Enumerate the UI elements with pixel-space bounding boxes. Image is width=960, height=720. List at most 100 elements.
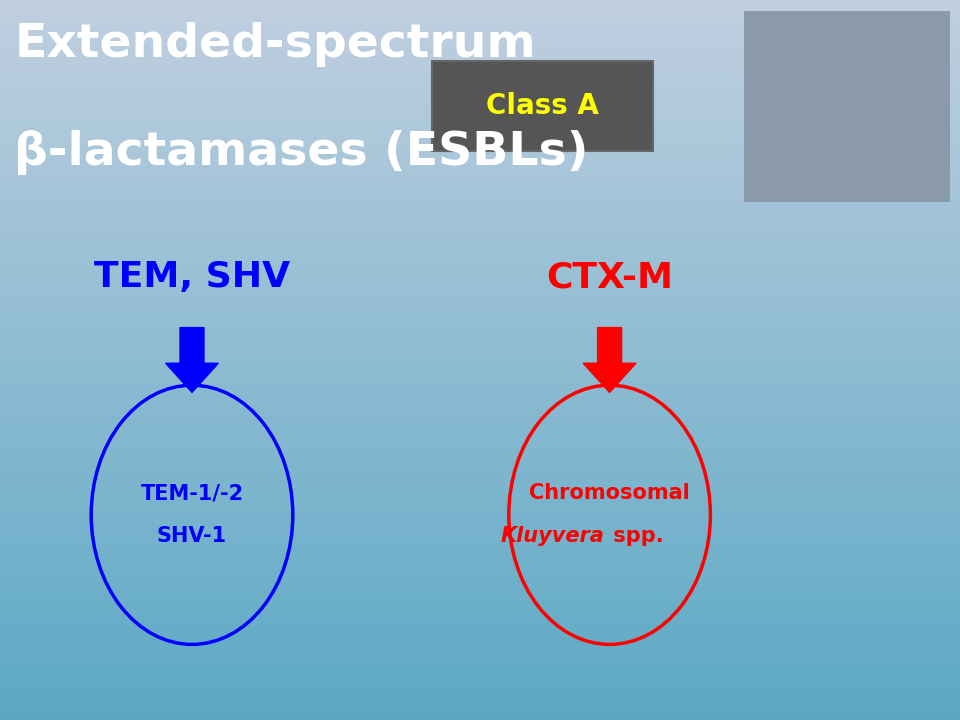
Bar: [0, 621, 960, 624]
Bar: [0, 295, 960, 297]
Bar: [0, 180, 960, 182]
Bar: [0, 492, 960, 495]
Bar: [0, 408, 960, 410]
Bar: [0, 247, 960, 250]
Bar: [0, 96, 960, 99]
Bar: [0, 430, 960, 432]
Bar: [0, 45, 960, 48]
Bar: [0, 9, 960, 12]
Bar: [0, 310, 960, 312]
Bar: [0, 168, 960, 171]
Bar: [0, 185, 960, 187]
Bar: [0, 475, 960, 477]
Bar: [0, 211, 960, 214]
Bar: [0, 418, 960, 420]
Bar: [0, 384, 960, 387]
Bar: [0, 305, 960, 307]
Bar: [0, 7, 960, 9]
Bar: [0, 300, 960, 302]
Bar: [0, 473, 960, 475]
Text: spp.: spp.: [606, 526, 663, 546]
Bar: [0, 106, 960, 108]
Polygon shape: [584, 328, 636, 392]
Bar: [0, 567, 960, 569]
Bar: [0, 146, 960, 149]
Bar: [0, 367, 960, 369]
Bar: [0, 650, 960, 653]
Bar: [0, 482, 960, 485]
Bar: [0, 290, 960, 293]
Bar: [0, 626, 960, 629]
Bar: [0, 466, 960, 468]
Bar: [0, 348, 960, 351]
Bar: [0, 533, 960, 535]
Bar: [0, 117, 960, 120]
Bar: [0, 29, 960, 31]
Bar: [0, 233, 960, 235]
Bar: [0, 405, 960, 408]
Bar: [0, 456, 960, 459]
Bar: [0, 670, 960, 672]
Bar: [0, 319, 960, 322]
Bar: [0, 603, 960, 605]
Bar: [0, 571, 960, 574]
Bar: [0, 228, 960, 230]
Bar: [0, 423, 960, 425]
Text: SHV-1: SHV-1: [156, 526, 228, 546]
Text: Class A: Class A: [486, 92, 599, 120]
Bar: [0, 437, 960, 439]
Bar: [0, 374, 960, 377]
Bar: [0, 163, 960, 166]
Bar: [0, 81, 960, 84]
Bar: [0, 151, 960, 153]
Bar: [0, 333, 960, 336]
Bar: [0, 542, 960, 545]
FancyBboxPatch shape: [432, 61, 653, 151]
Bar: [0, 31, 960, 34]
Bar: [0, 461, 960, 463]
Bar: [0, 343, 960, 346]
Bar: [0, 526, 960, 528]
Bar: [0, 72, 960, 74]
Bar: [0, 569, 960, 571]
Text: Extended-spectrum: Extended-spectrum: [14, 22, 536, 67]
Bar: [0, 194, 960, 197]
Bar: [0, 269, 960, 271]
Bar: [0, 173, 960, 175]
Bar: [0, 413, 960, 415]
Bar: [0, 130, 960, 132]
Bar: [0, 91, 960, 94]
Bar: [0, 204, 960, 207]
Bar: [0, 153, 960, 156]
Bar: [0, 103, 960, 106]
Bar: [0, 646, 960, 648]
Bar: [0, 425, 960, 427]
Bar: [0, 113, 960, 115]
Bar: [0, 207, 960, 209]
Bar: [0, 665, 960, 667]
Bar: [0, 715, 960, 718]
Bar: [0, 614, 960, 617]
Bar: [0, 439, 960, 441]
Bar: [0, 36, 960, 38]
Bar: [0, 657, 960, 660]
Bar: [0, 63, 960, 65]
Bar: [0, 554, 960, 557]
Bar: [0, 708, 960, 711]
Bar: [0, 562, 960, 564]
Bar: [0, 127, 960, 130]
Bar: [0, 317, 960, 319]
Bar: [0, 110, 960, 113]
Bar: [0, 197, 960, 199]
Bar: [0, 286, 960, 288]
Bar: [0, 643, 960, 646]
Bar: [0, 441, 960, 444]
Bar: [0, 463, 960, 466]
Bar: [0, 480, 960, 482]
Bar: [0, 266, 960, 269]
Bar: [0, 585, 960, 588]
FancyBboxPatch shape: [744, 11, 950, 202]
Text: TEM, SHV: TEM, SHV: [94, 260, 290, 294]
Bar: [0, 516, 960, 518]
Bar: [0, 67, 960, 70]
